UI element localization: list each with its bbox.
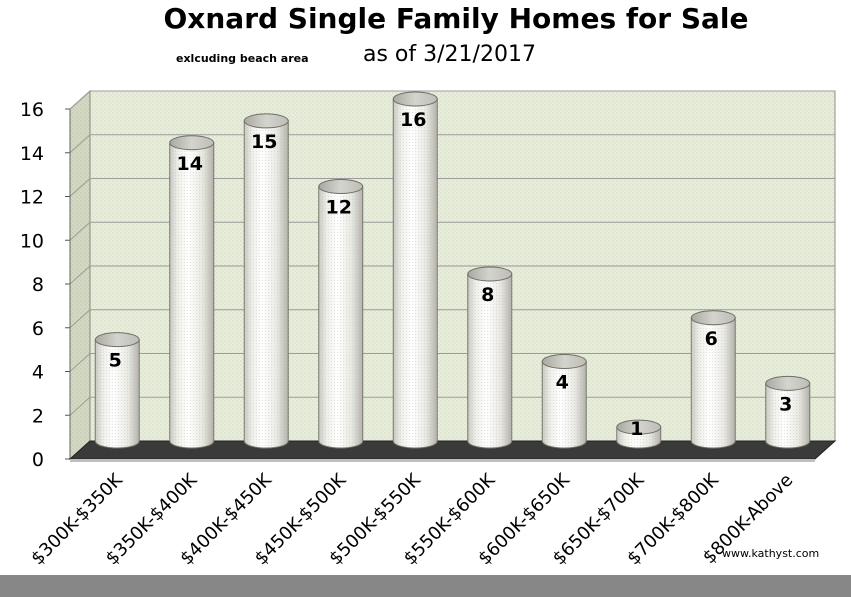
- chart-floor-edge: [70, 459, 815, 462]
- data-label: 5: [109, 350, 122, 372]
- bar: [616, 419, 662, 449]
- bar: [392, 91, 438, 449]
- gridline: [69, 221, 835, 241]
- bar-top: [94, 332, 140, 348]
- gridline: [69, 178, 835, 197]
- bar-top: [765, 375, 811, 391]
- gridline: [69, 309, 835, 329]
- bar-texture: [542, 361, 587, 448]
- source-credit: www.kathyst.com: [722, 547, 820, 560]
- bar-texture: [95, 339, 140, 448]
- bar-top: [541, 354, 587, 369]
- bar-top: [616, 419, 662, 435]
- y-tick-label: 12: [20, 187, 44, 209]
- y-tick-label: 8: [32, 274, 44, 296]
- bar-top: [690, 310, 736, 326]
- chart-title: Oxnard Single Family Homes for Sale: [163, 2, 749, 35]
- bar-texture: [467, 274, 512, 448]
- y-tick-label: 6: [32, 318, 44, 340]
- bar: [243, 113, 289, 449]
- y-tick-label: 14: [20, 143, 44, 165]
- bar: [94, 332, 140, 449]
- data-label: 8: [481, 284, 494, 306]
- data-label: 4: [556, 372, 569, 394]
- chart-bars: [94, 91, 811, 449]
- x-axis-ticks: $300K-$350K$350K-$400K$400K-$450K$450K-$…: [27, 469, 797, 569]
- data-label: 1: [630, 418, 643, 440]
- bar-texture: [244, 120, 289, 448]
- bar-texture: [765, 383, 810, 448]
- bar-texture: [393, 99, 438, 448]
- data-label: 14: [177, 153, 203, 175]
- bar: [690, 310, 736, 449]
- y-axis-ticks: 0 2 4 6 8 10 12 14 16: [20, 99, 71, 471]
- bar: [765, 375, 811, 449]
- chart-subtitle-date: as of 3/21/2017: [363, 42, 536, 67]
- footer-bar: [0, 575, 851, 597]
- y-tick-label: 0: [32, 449, 44, 471]
- bar-top: [392, 91, 438, 107]
- y-tick-label: 10: [20, 230, 44, 252]
- gridline: [69, 265, 835, 285]
- data-label: 15: [251, 131, 277, 153]
- bar: [467, 266, 513, 449]
- y-tick-label: 16: [20, 99, 44, 121]
- bar-top: [243, 113, 289, 129]
- gridline: [69, 90, 835, 110]
- gridline: [69, 353, 835, 372]
- bar: [318, 179, 364, 449]
- data-label: 6: [705, 328, 718, 350]
- data-label: 3: [779, 393, 792, 415]
- chart-subtitle-note: exlcuding beach area: [176, 52, 309, 65]
- bar-texture: [318, 186, 363, 448]
- y-tick-label: 4: [32, 362, 44, 384]
- bar-top: [318, 179, 364, 194]
- bar: [169, 135, 215, 449]
- bar-top: [467, 266, 513, 282]
- data-label: 12: [326, 197, 352, 219]
- data-label: 16: [400, 109, 426, 131]
- bar: [541, 354, 587, 449]
- gridline: [69, 134, 835, 154]
- bar-top: [169, 135, 215, 151]
- bar-texture: [169, 142, 214, 448]
- y-tick-label: 2: [32, 405, 44, 427]
- bar-texture: [691, 317, 736, 448]
